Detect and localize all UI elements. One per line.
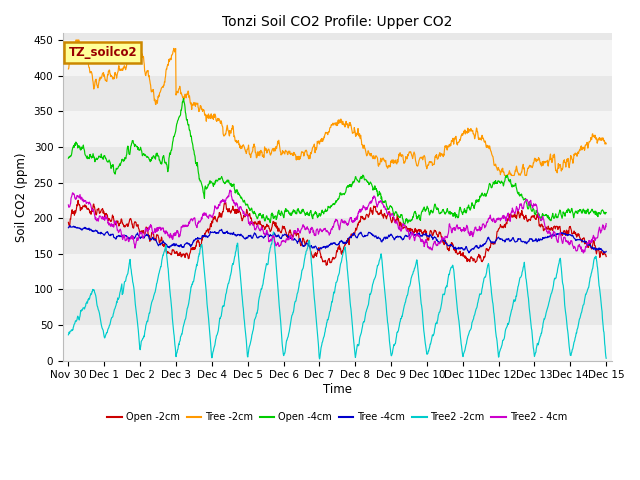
Legend: Open -2cm, Tree -2cm, Open -4cm, Tree -4cm, Tree2 -2cm, Tree2 - 4cm: Open -2cm, Tree -2cm, Open -4cm, Tree -4… (104, 408, 571, 426)
Open -2cm (65, 219, 72, 225)
Tree -4cm (539, 236, 547, 241)
Open -4cm (171, 131, 179, 137)
Open -4cm (539, 212, 547, 218)
Tree2 -2cm (269, 229, 277, 235)
Tree2 -2cm (539, 321, 547, 327)
Open -2cm (602, 253, 610, 259)
Y-axis label: Soil CO2 (ppm): Soil CO2 (ppm) (15, 152, 28, 241)
Tree -2cm (72, 37, 80, 43)
Tree2 -2cm (422, 341, 429, 347)
Bar (63, 254, 612, 289)
Tree -2cm (421, 154, 429, 160)
Tree2 - 4cm (602, 221, 610, 227)
Open -4cm (492, 178, 499, 183)
Bar (63, 111, 612, 147)
Tree -2cm (539, 163, 547, 168)
Line: Open -2cm: Open -2cm (68, 200, 606, 265)
X-axis label: Time: Time (323, 383, 352, 396)
Tree2 - 4cm (227, 187, 234, 193)
Tree2 -2cm (244, 351, 252, 357)
Open -4cm (602, 210, 610, 216)
Open -2cm (539, 223, 547, 229)
Tree -4cm (465, 250, 473, 256)
Open -2cm (74, 197, 82, 203)
Open -2cm (492, 238, 499, 244)
Title: Tonzi Soil CO2 Profile: Upper CO2: Tonzi Soil CO2 Profile: Upper CO2 (222, 15, 452, 29)
Bar (63, 40, 612, 76)
Text: TZ_soilco2: TZ_soilco2 (68, 46, 137, 59)
Open -4cm (422, 208, 429, 214)
Tree2 -2cm (184, 303, 192, 309)
Open -2cm (184, 256, 192, 262)
Tree2 -2cm (602, 355, 610, 361)
Tree2 - 4cm (171, 230, 179, 236)
Tree -2cm (244, 142, 252, 148)
Tree -4cm (421, 232, 429, 238)
Tree -4cm (67, 223, 74, 228)
Bar (63, 182, 612, 218)
Open -2cm (244, 212, 252, 218)
Tree -4cm (492, 239, 499, 244)
Tree -4cm (172, 242, 179, 248)
Tree2 -2cm (316, 356, 323, 362)
Open -2cm (172, 250, 179, 256)
Open -2cm (323, 262, 330, 268)
Line: Open -4cm: Open -4cm (68, 99, 606, 224)
Line: Tree -2cm: Tree -2cm (68, 40, 606, 176)
Tree2 - 4cm (421, 240, 429, 246)
Tree -4cm (65, 225, 72, 230)
Line: Tree -4cm: Tree -4cm (68, 226, 606, 253)
Bar (63, 325, 612, 360)
Open -4cm (401, 221, 408, 227)
Tree2 - 4cm (580, 250, 588, 256)
Tree2 -2cm (492, 328, 499, 334)
Open -2cm (422, 228, 429, 233)
Tree2 - 4cm (244, 220, 252, 226)
Tree -4cm (602, 249, 610, 254)
Tree2 -2cm (65, 332, 72, 338)
Open -4cm (180, 96, 188, 102)
Tree -2cm (492, 163, 499, 168)
Open -4cm (65, 156, 72, 161)
Tree -4cm (184, 241, 192, 247)
Tree2 - 4cm (65, 202, 72, 208)
Tree2 -2cm (171, 342, 179, 348)
Line: Tree2 - 4cm: Tree2 - 4cm (68, 190, 606, 253)
Tree -2cm (172, 48, 179, 53)
Open -4cm (184, 122, 192, 128)
Tree2 - 4cm (539, 214, 547, 219)
Tree2 - 4cm (492, 220, 499, 226)
Open -4cm (244, 204, 252, 210)
Tree -2cm (602, 141, 610, 147)
Line: Tree2 -2cm: Tree2 -2cm (68, 232, 606, 359)
Tree2 - 4cm (184, 223, 192, 228)
Tree -2cm (500, 173, 508, 179)
Tree -2cm (184, 88, 192, 94)
Tree -4cm (244, 233, 252, 239)
Tree -2cm (65, 66, 72, 72)
